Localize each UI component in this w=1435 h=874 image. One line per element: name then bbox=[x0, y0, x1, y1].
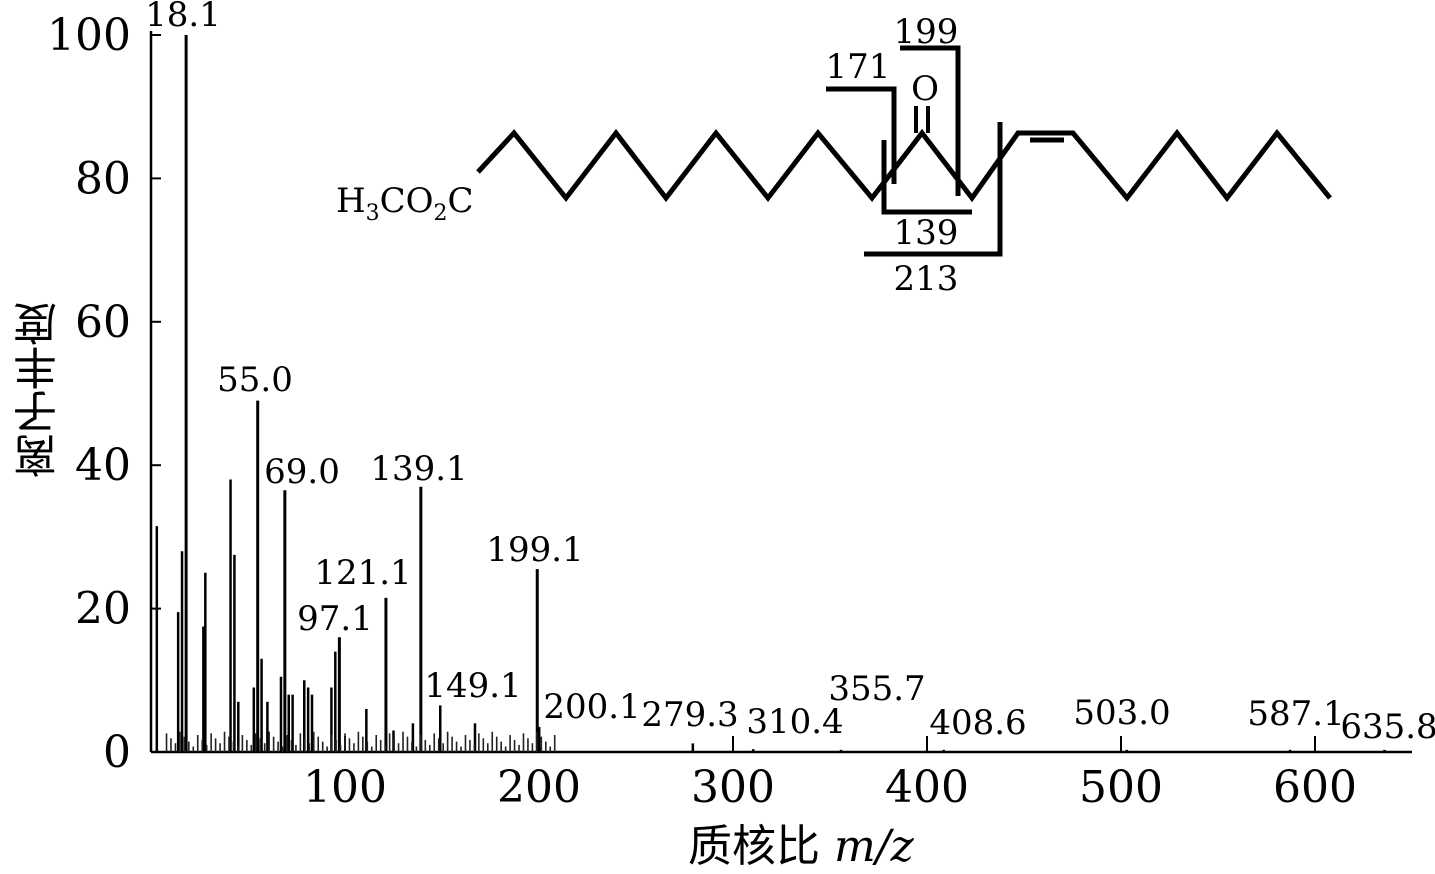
x-axis-label-text: 质核比 bbox=[688, 821, 820, 872]
peak-label: 149.1 bbox=[424, 666, 521, 706]
y-tick-label: 40 bbox=[75, 440, 131, 491]
peak-label: 199.1 bbox=[486, 530, 583, 570]
fragment-label: 213 bbox=[894, 259, 959, 299]
formula-part: H bbox=[336, 181, 366, 221]
y-tick-label: 100 bbox=[47, 10, 131, 61]
peak-label: 503.0 bbox=[1073, 693, 1170, 733]
peak-label: 139.1 bbox=[370, 449, 467, 489]
peak-label: 69.0 bbox=[264, 452, 340, 492]
x-tick-label: 100 bbox=[303, 762, 387, 813]
formula-part: C bbox=[448, 181, 474, 221]
y-tick-label: 20 bbox=[75, 584, 131, 635]
y-tick-label: 60 bbox=[75, 297, 131, 348]
x-axis-label: 质核比 m/z bbox=[688, 810, 914, 874]
x-tick-label: 500 bbox=[1079, 762, 1163, 813]
x-tick-label: 600 bbox=[1273, 762, 1357, 813]
y-tick-label: 0 bbox=[103, 727, 131, 778]
oxygen-label: O bbox=[911, 69, 939, 109]
peak-labels: 18.1 55.0 69.0 97.1 121.1 139.1 149.1 199.1 200.… bbox=[145, 0, 1435, 747]
fragment-label: 199 bbox=[894, 12, 959, 52]
cleavage-139 bbox=[881, 140, 972, 215]
formula-part: CO bbox=[380, 181, 434, 221]
peak-label: 310.4 bbox=[746, 702, 843, 742]
peak-label: 97.1 bbox=[297, 599, 373, 639]
peak-label: 587.1 bbox=[1247, 694, 1344, 734]
peak-label: 55.0 bbox=[217, 360, 293, 400]
formula-subscript: 3 bbox=[366, 201, 380, 226]
x-tick-label: 200 bbox=[497, 762, 581, 813]
cleavage-199 bbox=[900, 45, 961, 196]
peak-label: 635.8 bbox=[1340, 707, 1435, 747]
formula-subscript: 2 bbox=[434, 201, 448, 226]
peak-label: 279.3 bbox=[641, 695, 738, 735]
y-axis-label: 离子丰度 bbox=[14, 302, 65, 478]
peak-label: 355.7 bbox=[828, 669, 925, 709]
structure-formula: H3CO2C bbox=[336, 181, 474, 226]
peak-label: 200.1 bbox=[543, 687, 640, 727]
peak-label: 18.1 bbox=[145, 0, 221, 35]
x-tick-label: 300 bbox=[691, 762, 775, 813]
axes: 0 20 40 60 80 100 100 200 300 400 500 600 bbox=[47, 10, 1412, 813]
cleavage-213 bbox=[864, 122, 1003, 257]
x-tick-label: 400 bbox=[885, 762, 969, 813]
peak-label: 121.1 bbox=[314, 553, 411, 593]
cleavage-171 bbox=[826, 86, 897, 184]
carbon-chain bbox=[476, 128, 1332, 203]
fragment-label: 139 bbox=[894, 213, 959, 253]
peaks bbox=[155, 35, 1386, 752]
fragment-label: 171 bbox=[826, 47, 891, 87]
peak-label: 408.6 bbox=[929, 703, 1026, 743]
y-tick-label: 80 bbox=[75, 153, 131, 204]
x-axis-label-unit: m/z bbox=[834, 821, 914, 872]
